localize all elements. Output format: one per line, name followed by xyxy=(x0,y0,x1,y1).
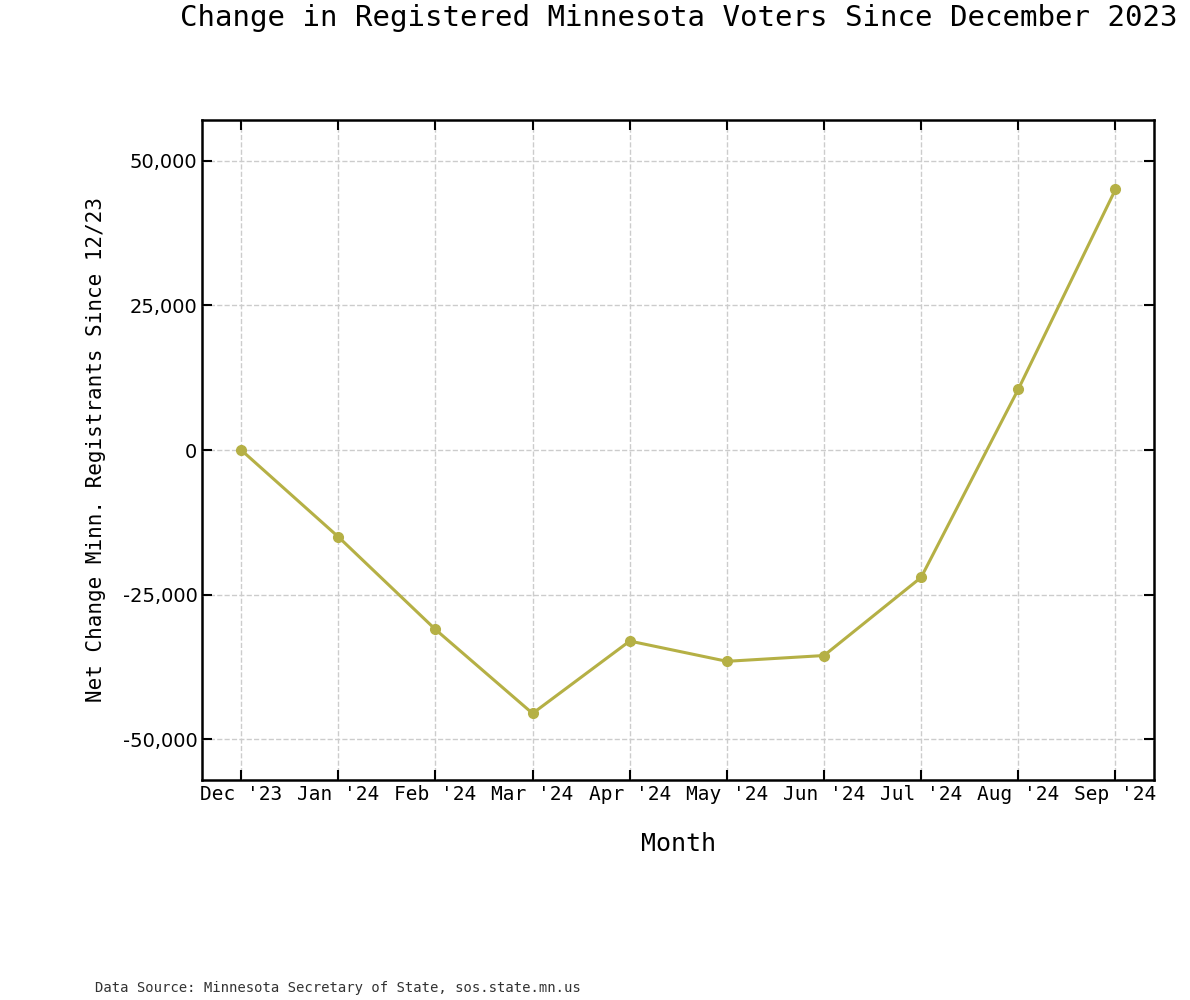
Y-axis label: Net Change Minn. Registrants Since 12/23: Net Change Minn. Registrants Since 12/23 xyxy=(86,198,106,702)
Title: Change in Registered Minnesota Voters Since December 2023: Change in Registered Minnesota Voters Si… xyxy=(180,4,1177,32)
Text: Data Source: Minnesota Secretary of State, sos.state.mn.us: Data Source: Minnesota Secretary of Stat… xyxy=(95,981,581,995)
X-axis label: Month: Month xyxy=(640,832,716,856)
